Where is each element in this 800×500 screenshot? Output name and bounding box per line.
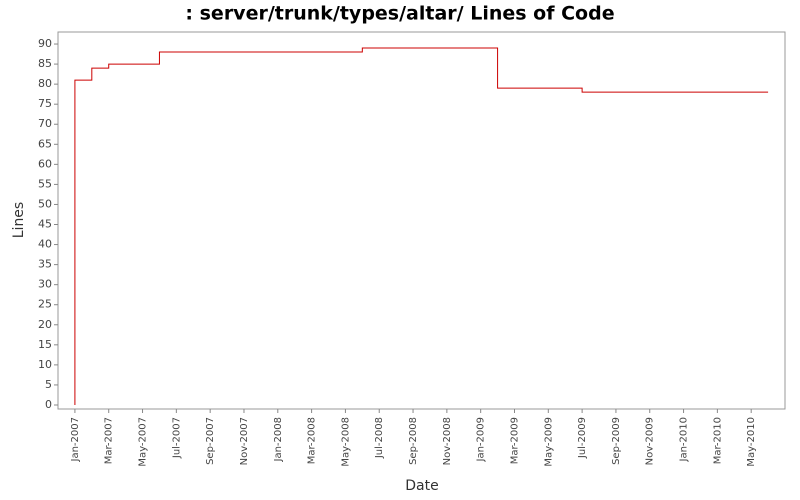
y-tick-label: 45 — [38, 218, 52, 231]
x-tick-label: Mar-2008 — [307, 417, 318, 464]
y-tick-label: 0 — [45, 398, 52, 411]
y-tick-label: 50 — [38, 197, 52, 210]
plot-area — [57, 31, 786, 410]
y-tick-label: 65 — [38, 137, 52, 150]
x-tick-label: Jan-2008 — [273, 417, 284, 462]
y-tick-label: 75 — [38, 97, 52, 110]
y-tick-label: 10 — [38, 358, 52, 371]
y-tick-label: 35 — [38, 258, 52, 271]
y-tick-label: 55 — [38, 177, 52, 190]
y-tick-label: 90 — [38, 37, 52, 50]
x-tick-label: Nov-2009 — [645, 417, 656, 465]
x-tick-label: May-2008 — [340, 417, 351, 467]
chart-title: : server/trunk/types/altar/ Lines of Cod… — [185, 3, 614, 25]
y-tick-label: 5 — [45, 378, 52, 391]
x-tick-label: Mar-2009 — [509, 417, 520, 464]
x-tick-label: Mar-2010 — [712, 417, 723, 464]
x-tick-label: May-2009 — [543, 417, 554, 467]
x-tick-label: Jan-2010 — [679, 417, 690, 462]
y-tick-label: 25 — [38, 298, 52, 311]
y-tick-label: 80 — [38, 77, 52, 90]
y-tick-label: 85 — [38, 57, 52, 70]
x-tick-label: Sep-2008 — [408, 417, 419, 465]
y-tick-label: 40 — [38, 238, 52, 251]
x-tick-label: Jul-2008 — [374, 417, 385, 459]
y-tick-label: 20 — [38, 318, 52, 331]
y-tick-label: 30 — [38, 278, 52, 291]
x-tick-label: Jan-2007 — [70, 417, 81, 462]
y-axis-label: Lines — [11, 202, 27, 238]
x-tick-label: Jul-2007 — [171, 417, 182, 459]
y-tick-label: 60 — [38, 157, 52, 170]
x-tick-label: Nov-2008 — [442, 417, 453, 465]
x-axis-label: Date — [405, 478, 438, 494]
x-tick-label: Jul-2009 — [577, 417, 588, 459]
x-tick-label: Sep-2007 — [205, 417, 216, 465]
data-line — [74, 47, 769, 405]
x-tick-label: Sep-2009 — [611, 417, 622, 465]
x-tick-label: Nov-2007 — [239, 417, 250, 465]
x-tick-label: May-2007 — [138, 417, 149, 467]
x-tick-label: Mar-2007 — [104, 417, 115, 464]
y-tick-label: 15 — [38, 338, 52, 351]
y-tick-label: 70 — [38, 117, 52, 130]
x-tick-label: Jan-2009 — [476, 417, 487, 462]
x-tick-label: May-2010 — [746, 417, 757, 467]
